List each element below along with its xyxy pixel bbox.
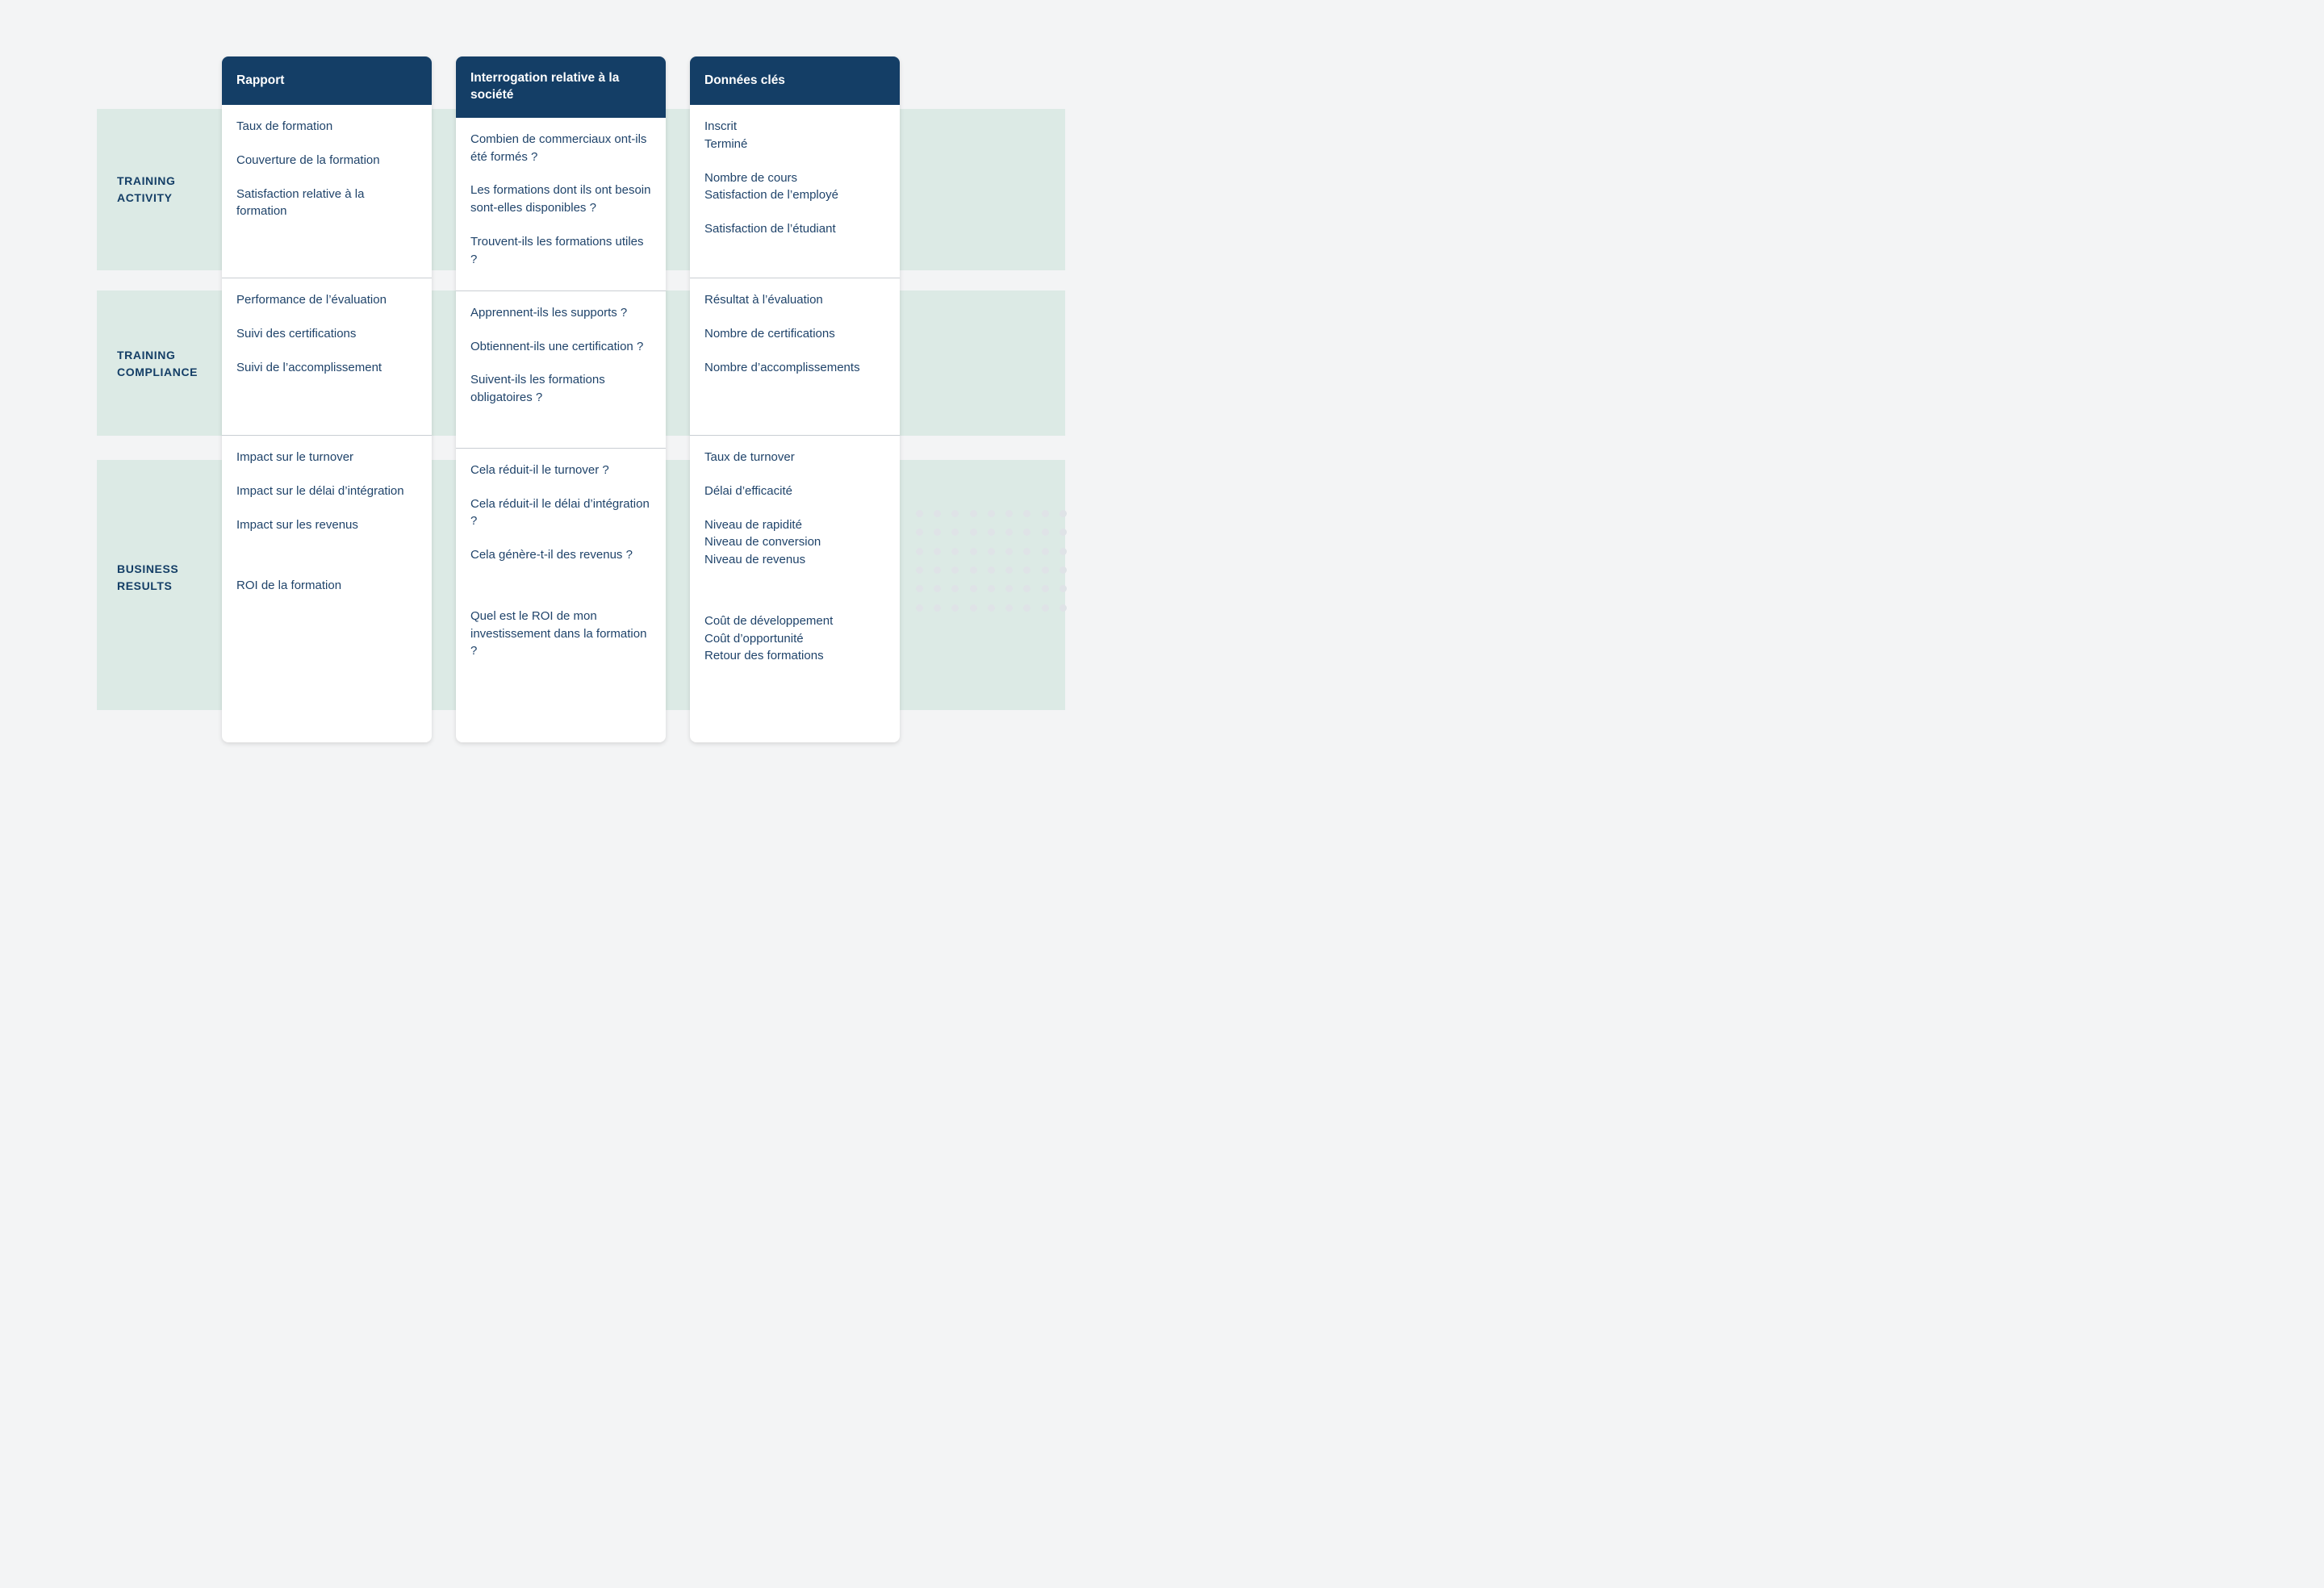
cell-rapport-activity: Taux de formation Couverture de la format… bbox=[222, 105, 432, 278]
cell-block: Cela génère-t-il des revenus ? bbox=[470, 546, 651, 564]
cell-text: Coût d’opportunité bbox=[704, 630, 885, 648]
cell-text: Niveau de revenus bbox=[704, 551, 885, 569]
cell-rapport-results: Impact sur le turnover Impact sur le déla… bbox=[222, 436, 432, 742]
cell-block: Nombre d’accomplissements bbox=[704, 359, 885, 377]
cell-text: Satisfaction de l’employé bbox=[704, 186, 885, 204]
cell-block: Satisfaction de l’étudiant bbox=[704, 220, 885, 238]
cell-text: Suivent-ils les formations obligatoires … bbox=[470, 371, 651, 407]
column-header-text: Rapport bbox=[236, 73, 284, 90]
cell-text: Performance de l’évaluation bbox=[236, 291, 417, 309]
cell-text: Cela réduit-il le délai d’intégration ? bbox=[470, 495, 651, 531]
cell-text: Niveau de rapidité bbox=[704, 516, 885, 534]
cell-block: Suivi des certifications bbox=[236, 325, 417, 343]
cell-block: Apprennent-ils les supports ? bbox=[470, 304, 651, 322]
cell-block: Coût de développementCoût d’opportunitéR… bbox=[704, 612, 885, 665]
row-label-line: ACTIVITY bbox=[117, 191, 173, 204]
row-label-line: RESULTS bbox=[117, 579, 173, 592]
cell-block: Performance de l’évaluation bbox=[236, 291, 417, 309]
cell-block: Taux de turnover bbox=[704, 449, 885, 466]
cell-block: Taux de formation bbox=[236, 118, 417, 136]
cell-block: Combien de commerciaux ont-ils été formé… bbox=[470, 131, 651, 166]
cell-interrogation-results: Cela réduit-il le turnover ? Cela réduit-… bbox=[456, 449, 666, 742]
cell-text: ROI de la formation bbox=[236, 577, 417, 595]
cell-block: Trouvent-ils les formations utiles ? bbox=[470, 233, 651, 269]
cell-block: Délai d’efficacité bbox=[704, 483, 885, 500]
cell-text: Impact sur le délai d’intégration bbox=[236, 483, 417, 500]
cell-text: Satisfaction de l’étudiant bbox=[704, 220, 885, 238]
cell-text: Inscrit bbox=[704, 118, 885, 136]
cell-donnees-results: Taux de turnover Délai d’efficacité Niveau… bbox=[690, 436, 900, 742]
cell-interrogation-compliance: Apprennent-ils les supports ? Obtiennent-… bbox=[456, 291, 666, 449]
cell-block: Suivent-ils les formations obligatoires … bbox=[470, 371, 651, 407]
cell-text: Retour des formations bbox=[704, 647, 885, 665]
cell-block: Les formations dont ils ont besoin sont-… bbox=[470, 182, 651, 217]
matrix-infographic: TRAINING ACTIVITY TRAINING COMPLIANCE BU… bbox=[0, 0, 1162, 794]
cell-block: ROI de la formation bbox=[236, 577, 417, 595]
cell-block: Nombre de certifications bbox=[704, 325, 885, 343]
cell-text: Délai d’efficacité bbox=[704, 483, 885, 500]
column-donnees: Données clés InscritTerminé Nombre de cou… bbox=[690, 56, 900, 742]
row-label-line: COMPLIANCE bbox=[117, 366, 198, 378]
column-header: Interrogation relative à la société bbox=[456, 56, 666, 118]
cell-block: Suivi de l’accomplissement bbox=[236, 359, 417, 377]
row-label-line: TRAINING bbox=[117, 174, 175, 187]
cell-block: Niveau de rapiditéNiveau de conversionNi… bbox=[704, 516, 885, 569]
row-label-line: BUSINESS bbox=[117, 562, 178, 575]
cell-block: Impact sur le délai d’intégration bbox=[236, 483, 417, 500]
column-header: Rapport bbox=[222, 56, 432, 105]
cell-text: Nombre d’accomplissements bbox=[704, 359, 885, 377]
cell-text: Coût de développement bbox=[704, 612, 885, 630]
cell-text: Nombre de certifications bbox=[704, 325, 885, 343]
cell-text: Résultat à l’évaluation bbox=[704, 291, 885, 309]
cell-text: Obtiennent-ils une certification ? bbox=[470, 338, 651, 356]
column-header: Données clés bbox=[690, 56, 900, 105]
cell-text: Suivi de l’accomplissement bbox=[236, 359, 417, 377]
cell-text: Satisfaction relative à la formation bbox=[236, 186, 417, 221]
cell-block: Obtiennent-ils une certification ? bbox=[470, 338, 651, 356]
column-interrogation: Interrogation relative à la société Comb… bbox=[456, 56, 666, 742]
cell-block: Cela réduit-il le turnover ? bbox=[470, 462, 651, 479]
cell-rapport-compliance: Performance de l’évaluation Suivi des cer… bbox=[222, 278, 432, 436]
cell-text: Terminé bbox=[704, 136, 885, 153]
cell-text: Combien de commerciaux ont-ils été formé… bbox=[470, 131, 651, 166]
cell-block: Résultat à l’évaluation bbox=[704, 291, 885, 309]
cell-text: Impact sur les revenus bbox=[236, 516, 417, 534]
cell-interrogation-activity: Combien de commerciaux ont-ils été formé… bbox=[456, 118, 666, 291]
cell-block: InscritTerminé bbox=[704, 118, 885, 153]
cell-text: Quel est le ROI de mon investissement da… bbox=[470, 608, 651, 660]
row-label-activity: TRAINING ACTIVITY bbox=[117, 173, 214, 207]
cell-text: Niveau de conversion bbox=[704, 533, 885, 551]
column-header-text: Interrogation relative à la société bbox=[470, 70, 651, 104]
cell-donnees-compliance: Résultat à l’évaluation Nombre de certifi… bbox=[690, 278, 900, 436]
cell-donnees-activity: InscritTerminéNombre de coursSatisfactio… bbox=[690, 105, 900, 278]
row-label-line: TRAINING bbox=[117, 349, 175, 361]
cell-text: Suivi des certifications bbox=[236, 325, 417, 343]
cell-text: Taux de turnover bbox=[704, 449, 885, 466]
cell-text: Nombre de cours bbox=[704, 169, 885, 187]
cell-block: Satisfaction relative à la formation bbox=[236, 186, 417, 221]
cell-block: Impact sur le turnover bbox=[236, 449, 417, 466]
cell-text: Taux de formation bbox=[236, 118, 417, 136]
cell-text: Couverture de la formation bbox=[236, 152, 417, 169]
cell-text: Trouvent-ils les formations utiles ? bbox=[470, 233, 651, 269]
cell-text: Cela génère-t-il des revenus ? bbox=[470, 546, 651, 564]
row-label-compliance: TRAINING COMPLIANCE bbox=[117, 347, 214, 381]
cell-text: Apprennent-ils les supports ? bbox=[470, 304, 651, 322]
column-rapport: Rapport Taux de formation Couverture de l… bbox=[222, 56, 432, 742]
row-label-results: BUSINESS RESULTS bbox=[117, 561, 214, 595]
cell-block: Quel est le ROI de mon investissement da… bbox=[470, 608, 651, 660]
cell-text: Impact sur le turnover bbox=[236, 449, 417, 466]
cell-block: Nombre de coursSatisfaction de l’employé bbox=[704, 169, 885, 205]
cell-text: Cela réduit-il le turnover ? bbox=[470, 462, 651, 479]
cell-block: Impact sur les revenus bbox=[236, 516, 417, 534]
column-header-text: Données clés bbox=[704, 73, 785, 90]
cell-block: Couverture de la formation bbox=[236, 152, 417, 169]
cell-text: Les formations dont ils ont besoin sont-… bbox=[470, 182, 651, 217]
cell-block: Cela réduit-il le délai d’intégration ? bbox=[470, 495, 651, 531]
